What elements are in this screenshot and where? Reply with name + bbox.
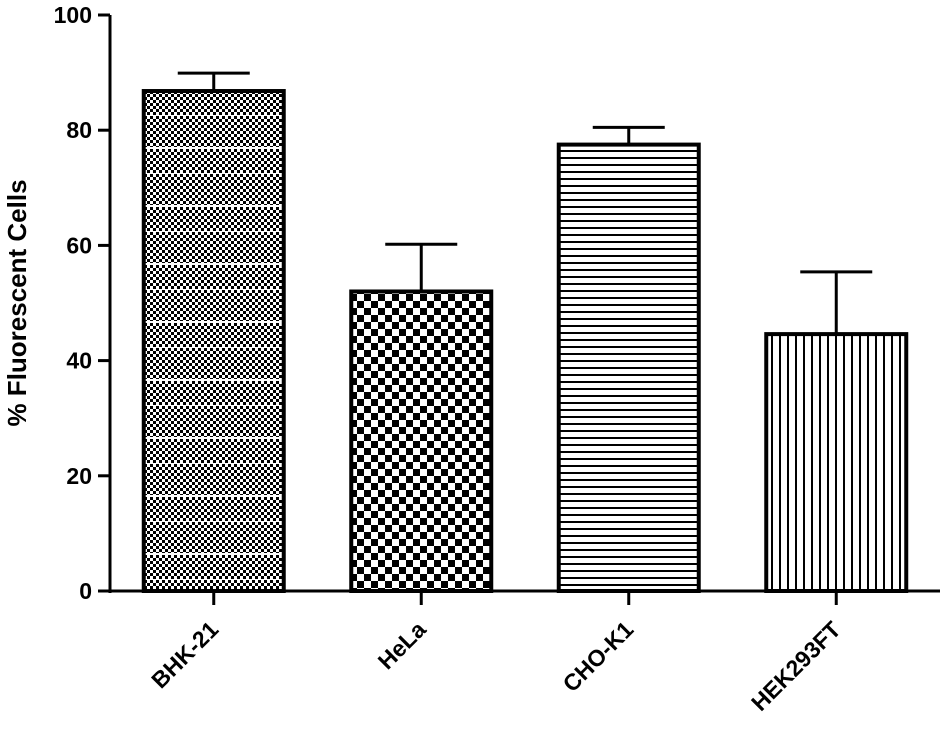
x-tick-label: HEK293FT — [746, 616, 846, 716]
x-ticks: BHK-21 HeLa CHO-K1 HEK293FT — [146, 591, 846, 716]
y-tick-label: 40 — [66, 348, 92, 374]
y-tick-label: 20 — [66, 463, 92, 489]
y-ticks: 0 20 40 60 80 100 — [54, 2, 110, 604]
bar-bhk-21 — [141, 89, 286, 593]
bar-hek293ft — [764, 332, 909, 593]
bar-hela — [349, 289, 494, 593]
error-bars-layer — [177, 71, 873, 335]
y-tick-label: 100 — [54, 2, 92, 28]
x-axis: BHK-21 HeLa CHO-K1 HEK293FT — [110, 589, 940, 716]
y-axis: 0 20 40 60 80 100 % Fluorescent Cells — [2, 2, 112, 604]
bars-layer — [141, 89, 909, 593]
x-tick-label: BHK-21 — [146, 616, 223, 693]
y-tick-label: 60 — [66, 232, 92, 258]
y-tick-label: 0 — [79, 578, 92, 604]
y-tick-label: 80 — [66, 117, 92, 143]
x-tick-label: HeLa — [373, 616, 431, 674]
x-tick-label: CHO-K1 — [558, 616, 639, 697]
bar-cho-k1 — [556, 142, 701, 593]
y-axis-title: % Fluorescent Cells — [2, 179, 32, 426]
